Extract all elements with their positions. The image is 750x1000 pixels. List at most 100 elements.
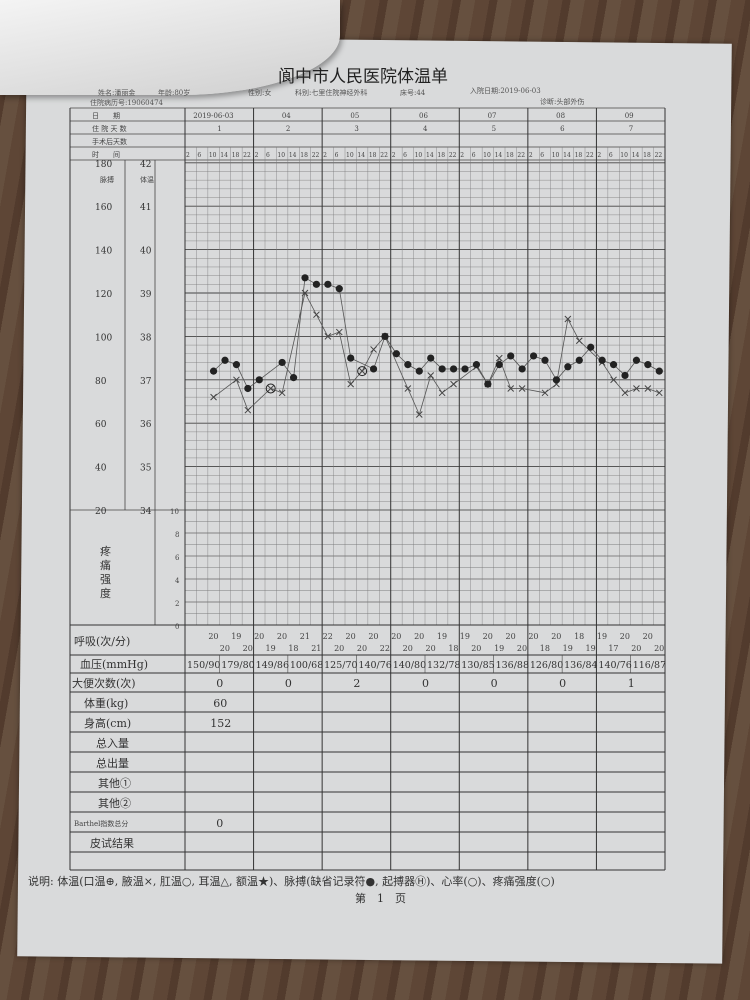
temperature-line-segment: [247, 388, 271, 411]
blood-pressure-value: 132/78: [427, 660, 460, 671]
blood-pressure-value: 126/80: [530, 660, 563, 671]
pulse-axis-tick: 140: [95, 247, 112, 257]
pain-axis-tick: 6: [175, 554, 180, 562]
respiration-value: 20: [551, 632, 561, 641]
temperature-line-segment: [270, 388, 283, 394]
pulse-point: [632, 356, 641, 364]
blood-pressure-value: 125/70: [324, 660, 357, 671]
page-number: 第 1 页: [355, 891, 406, 905]
time-slot-cell: 10: [415, 152, 423, 159]
respiration-value: 20: [391, 632, 401, 641]
blood-pressure-value: 130/85: [461, 660, 494, 671]
respiration-value: 20: [346, 632, 356, 641]
hospital-day-cell: 2: [286, 125, 290, 133]
temperature-point: [518, 385, 526, 392]
stool-count-value: 0: [422, 677, 429, 690]
date-cell: 05: [350, 112, 359, 120]
time-slot-cell: 10: [620, 152, 628, 159]
patient-gender: 性别:女: [248, 88, 271, 97]
temperature-point: [244, 406, 252, 414]
temperature-point: [575, 337, 583, 345]
temperature-axis-label: 体温: [140, 175, 154, 184]
pulse-point: [381, 332, 389, 340]
respiration-value: 19: [437, 632, 447, 641]
temperature-axis-tick: 38: [140, 333, 152, 343]
temperature-line-segment: [316, 314, 329, 337]
time-slot-cell: 10: [209, 152, 217, 159]
output-label: 总出量: [96, 756, 129, 770]
respiration-value: 20: [483, 632, 493, 641]
pain-axis-tick: 4: [175, 577, 180, 585]
temperature-line-segment: [624, 388, 637, 394]
pulse-line-segment: [293, 277, 306, 378]
pain-label-char: 痛: [100, 558, 111, 572]
blood-pressure-label: 血压(mmHg): [80, 657, 148, 671]
time-slot-cell: 18: [232, 152, 240, 159]
temperature-line-segment: [556, 318, 569, 385]
respiration-value: 19: [460, 632, 470, 641]
rectal-temperature-marker: [265, 383, 276, 394]
temperature-line-segment: [327, 331, 340, 337]
temperature-point: [621, 389, 629, 397]
respiration-value: 19: [231, 632, 241, 641]
patient-age: 年龄:80岁: [158, 88, 190, 97]
record-number: 住院病历号:19060474: [90, 98, 164, 107]
admission-date: 入院日期:2019-06-03: [470, 86, 541, 95]
temperature-point: [427, 372, 435, 379]
pulse-point: [324, 280, 332, 288]
respiration-value: 20: [277, 632, 287, 641]
pain-axis-tick: 10: [170, 508, 179, 516]
temperature-point: [210, 393, 217, 401]
blood-pressure-value: 136/84: [564, 660, 597, 671]
pulse-point: [301, 274, 309, 282]
barthel-score-value: 0: [216, 817, 223, 830]
time-slot-cell: 14: [220, 152, 228, 159]
blood-pressure-value: 136/88: [496, 660, 529, 671]
stool-count-value: 0: [491, 677, 498, 690]
respiration-label: 呼吸(次/分): [74, 634, 130, 648]
respiration-value: 20: [403, 644, 413, 653]
pulse-axis-tick: 120: [95, 290, 112, 300]
temperature-point: [404, 385, 412, 392]
pulse-point: [347, 354, 355, 362]
pulse-axis-tick: 160: [95, 203, 112, 213]
pulse-point: [438, 365, 446, 373]
pulse-point: [518, 365, 526, 373]
stool-count-value: 2: [353, 677, 360, 690]
stool-count-value: 0: [559, 677, 566, 690]
time-slot-cell: 22: [517, 152, 525, 159]
temperature-line-segment: [430, 375, 443, 394]
hospital-day-cell: 5: [492, 125, 496, 133]
pulse-line-segment: [476, 364, 489, 385]
respiration-value: 17: [608, 644, 618, 653]
date-cell: 04: [282, 112, 291, 120]
respiration-value: 20: [620, 632, 630, 641]
pulse-point: [244, 384, 252, 393]
time-slot-cell: 2: [323, 152, 327, 159]
temperature-line-segment: [567, 318, 580, 341]
weight-value: 60: [213, 697, 227, 710]
respiration-value: 20: [643, 632, 653, 641]
time-slot-cell: 18: [643, 152, 651, 159]
hospital-day-cell: 7: [629, 125, 633, 133]
temperature-axis-tick: 36: [140, 420, 152, 430]
skin-test-label: 皮试结果: [90, 837, 134, 850]
temperature-line-segment: [453, 366, 477, 385]
temperature-line-segment: [361, 349, 374, 372]
post-op-days-label: 手术后天数: [92, 137, 127, 146]
temperature-point: [267, 385, 275, 392]
pulse-point: [278, 358, 286, 367]
temperature-point: [564, 315, 572, 323]
time-slot-cell: 6: [335, 152, 339, 159]
respiration-value: 20: [243, 644, 253, 653]
respiration-value: 19: [586, 644, 596, 653]
stool-count-value: 1: [628, 677, 635, 690]
temperature-axis-tick: 42: [140, 160, 151, 170]
temperature-line-segment: [418, 375, 432, 415]
pain-axis-tick: 8: [175, 531, 179, 539]
temperature-line-segment: [407, 388, 420, 415]
time-slot-cell: 2: [255, 152, 259, 159]
time-slot-cell: 18: [369, 152, 377, 159]
time-slot-cell: 6: [266, 152, 270, 159]
pulse-point: [552, 376, 561, 384]
